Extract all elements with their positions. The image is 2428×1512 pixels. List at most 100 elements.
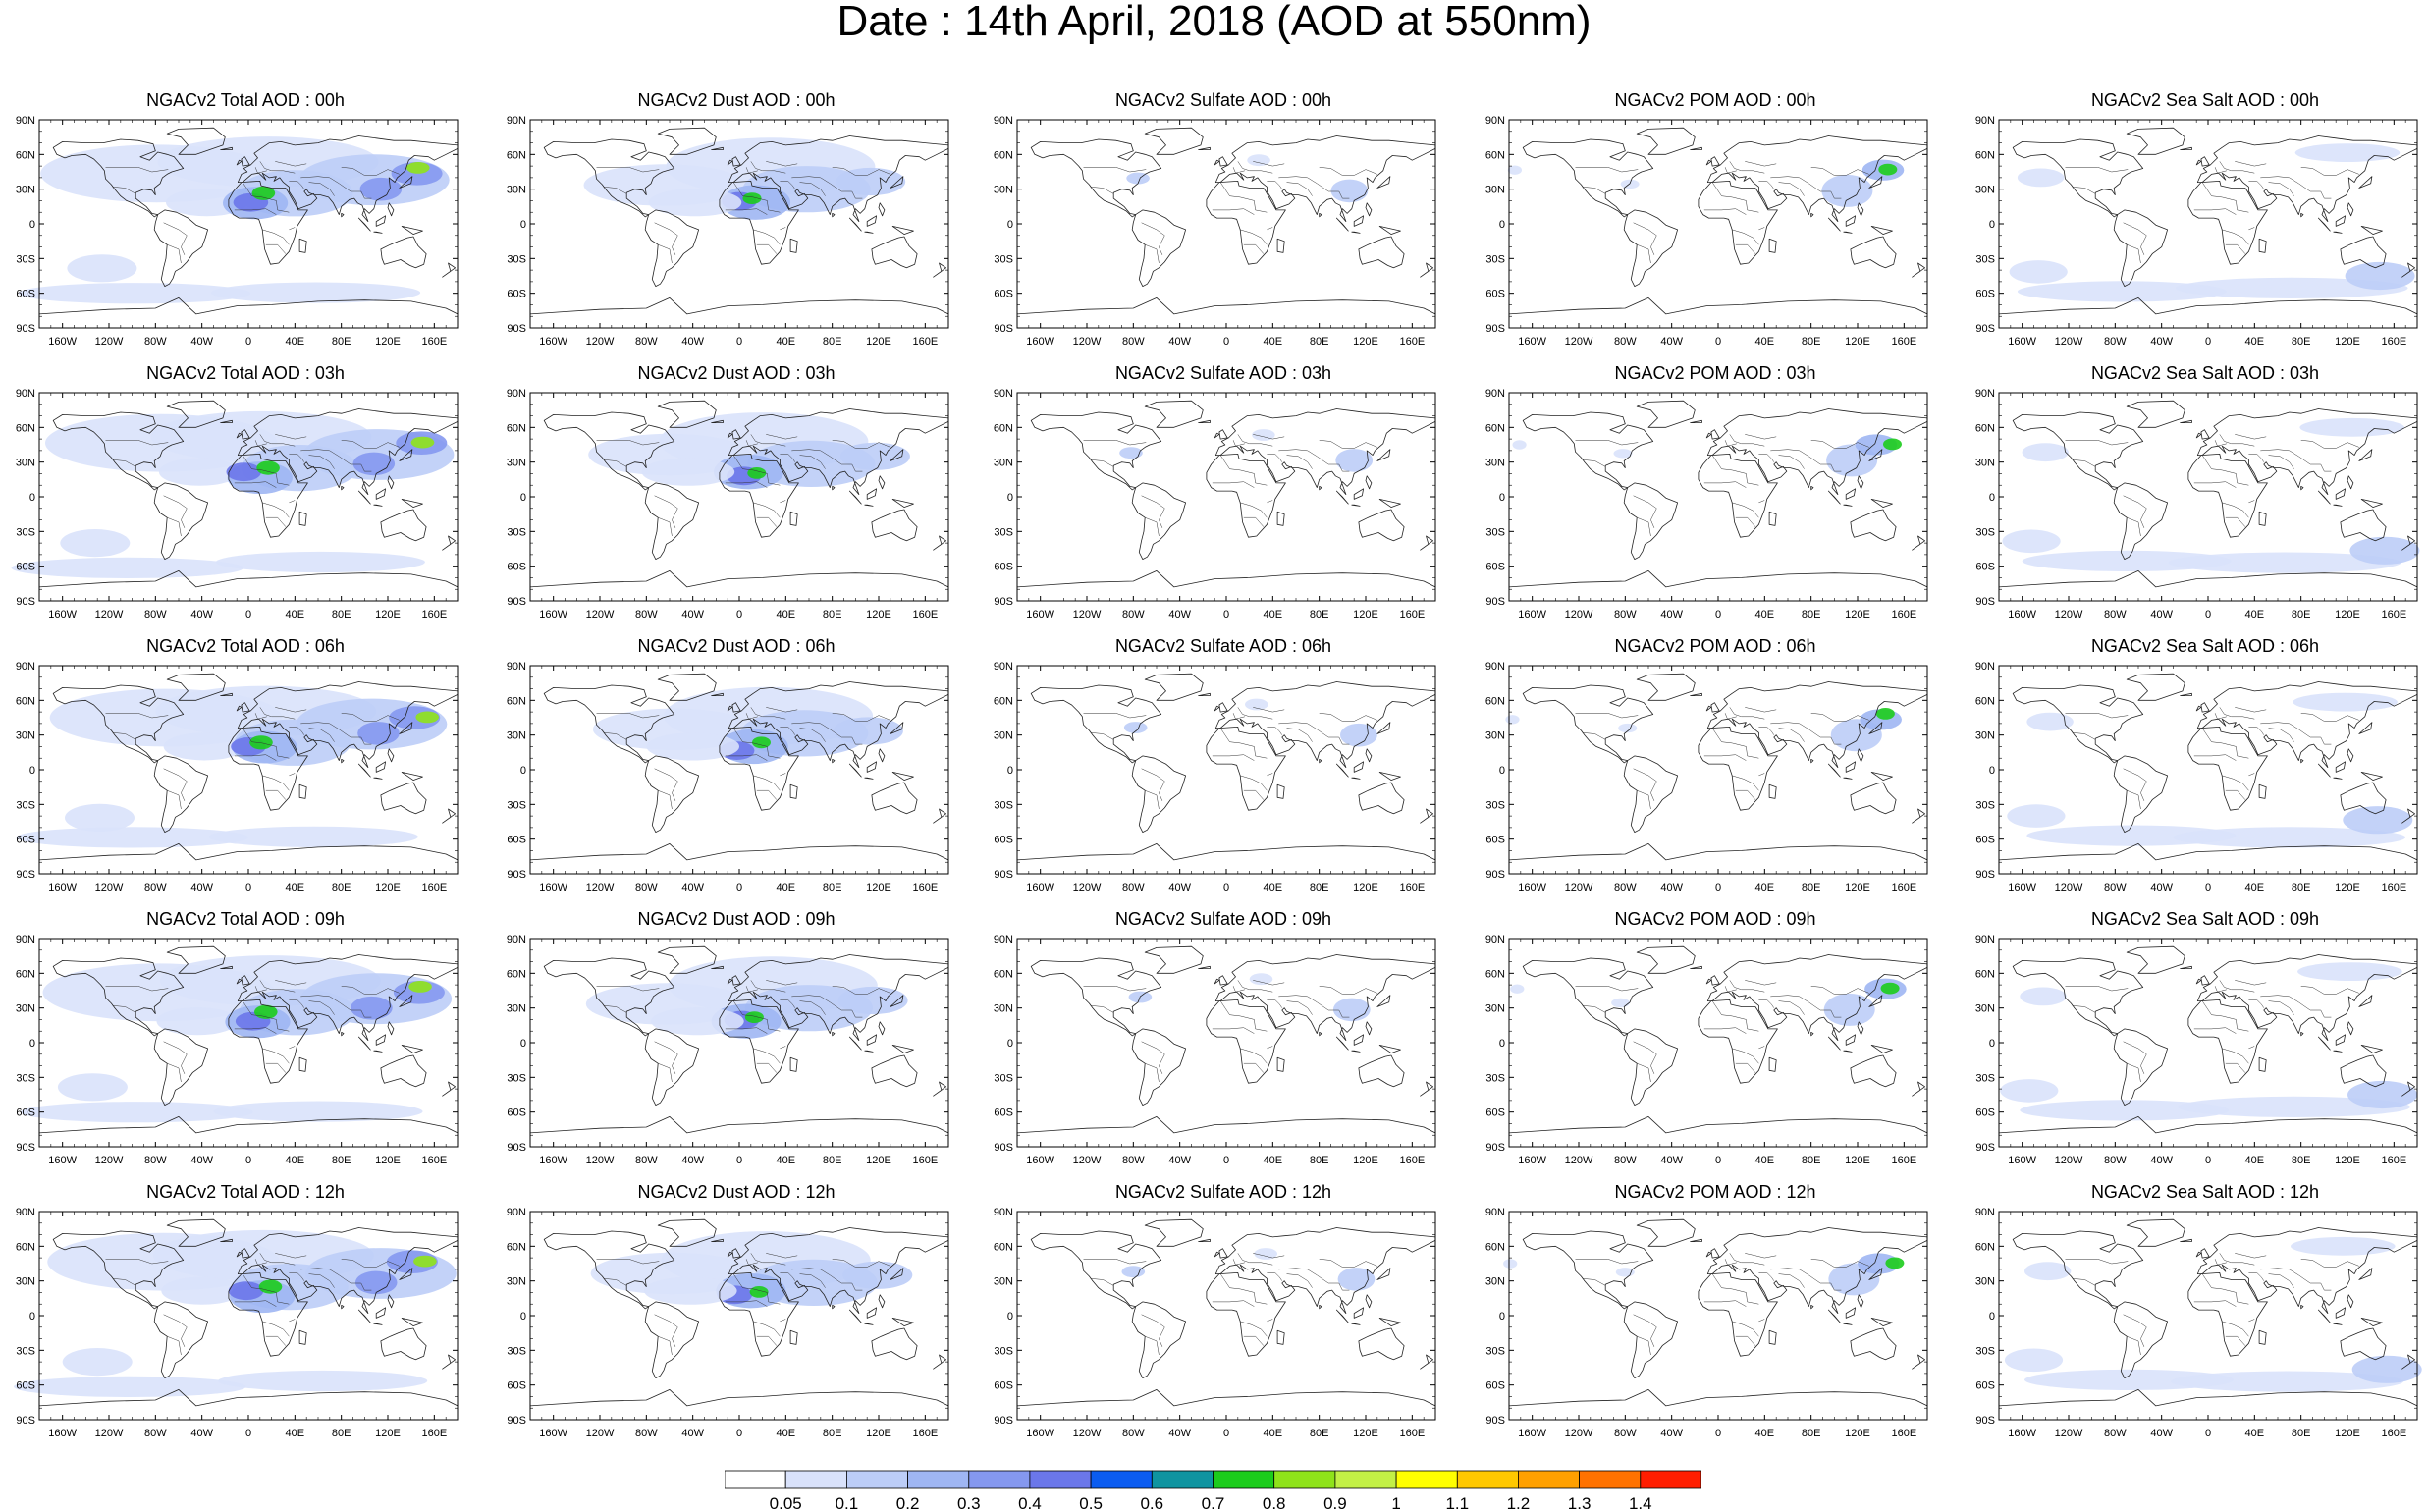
lat-tick-label: 30S (1485, 526, 1505, 538)
lon-tick-label: 40W (2150, 609, 2173, 621)
panel-title: NGACv2 Sulfate AOD : 06h (1114, 636, 1332, 656)
lon-tick-label: 80E (1310, 336, 1329, 348)
lat-tick-label: 60S (507, 289, 526, 300)
world-map: 90N 60N 30N 0 30S 60S 90S 160W 120W 80W 40W 0 40E 80E… (1975, 115, 2418, 348)
lon-tick-label: 40E (286, 609, 305, 621)
lat-tick-label: 60S (1485, 835, 1505, 846)
lon-tick-label: 160E (912, 1155, 938, 1166)
panel-title: NGACv2 POM AOD : 00h (1614, 90, 1816, 110)
colorbar-label: 0.5 (1079, 1494, 1103, 1512)
lat-tick-label: 60N (994, 149, 1013, 161)
colorbar-label: 0.7 (1202, 1494, 1225, 1512)
lat-tick-label: 30N (16, 185, 35, 196)
world-map: 90N 60N 30N 0 30S 60S 90S 160W 120W 80W 40W 0 40E 80E… (16, 661, 459, 893)
lat-tick-label: 0 (1989, 1311, 1995, 1323)
lon-tick-label: 160W (539, 1155, 567, 1166)
lat-tick-label: 30N (507, 730, 526, 742)
lon-tick-label: 0 (1715, 1155, 1721, 1166)
lon-tick-label: 160E (2381, 336, 2406, 348)
world-map: 90N 60N 30N 0 30S 60S 90S 160W 120W 80W 40W 0 40E 80E… (1975, 388, 2420, 621)
lon-tick-label: 40W (2150, 1428, 2173, 1439)
panel-title: NGACv2 Total AOD : 12h (146, 1182, 345, 1202)
lat-tick-label: 90N (994, 388, 1013, 400)
lat-tick-label: 90N (1485, 1207, 1505, 1218)
lon-tick-label: 40W (2150, 882, 2173, 893)
world-map: 90N 60N 30N 0 30S 60S 90S 160W 120W 80W 40W 0 40E 80E… (1485, 661, 1928, 893)
lat-tick-label: 30S (1485, 253, 1505, 265)
colorbar-swatch (1579, 1470, 1642, 1489)
lat-tick-label: 30S (507, 253, 526, 265)
lat-tick-label: 60N (16, 422, 35, 434)
lon-tick-label: 120W (1565, 336, 1593, 348)
lat-tick-label: 60N (994, 695, 1013, 707)
lon-tick-label: 40E (2245, 1155, 2265, 1166)
panel-title: NGACv2 Dust AOD : 06h (637, 636, 836, 656)
lon-tick-label: 120E (2335, 1155, 2360, 1166)
colorbar-swatch (1334, 1470, 1397, 1489)
lat-tick-label: 60N (1485, 149, 1505, 161)
colorbar-label: 0.8 (1263, 1494, 1286, 1512)
colorbar-label: 0.3 (957, 1494, 981, 1512)
lat-tick-label: 0 (520, 1311, 526, 1323)
lat-tick-label: 30N (16, 730, 35, 742)
lon-tick-label: 160W (1026, 336, 1054, 348)
lon-tick-label: 40W (681, 1428, 704, 1439)
lon-tick-label: 160W (48, 1428, 77, 1439)
lon-tick-label: 40E (2245, 609, 2265, 621)
lon-tick-label: 120W (95, 1428, 124, 1439)
lon-tick-label: 120W (1565, 882, 1593, 893)
lon-tick-label: 160E (912, 1428, 938, 1439)
lon-tick-label: 120W (95, 609, 124, 621)
lat-tick-label: 60S (994, 562, 1013, 573)
lon-tick-label: 80W (2104, 1428, 2127, 1439)
lon-tick-label: 160E (2381, 882, 2406, 893)
lon-tick-label: 40E (777, 882, 796, 893)
lon-tick-label: 40E (1264, 1428, 1283, 1439)
lon-tick-label: 40W (1168, 336, 1191, 348)
aod-field (2000, 962, 2417, 1121)
lon-tick-label: 40E (2245, 1428, 2265, 1439)
colorbar-swatch (1273, 1470, 1336, 1489)
aod-field (16, 685, 448, 848)
world-map: 90N 60N 30N 0 30S 60S 90S 160W 120W 80W 40W 0 40E 80E… (994, 661, 1436, 893)
lat-tick-label: 30N (16, 1003, 35, 1015)
colorbar-swatch (784, 1470, 847, 1489)
lat-tick-label: 0 (1007, 1311, 1013, 1323)
lon-tick-label: 160W (539, 1428, 567, 1439)
lat-tick-label: 30S (994, 1072, 1013, 1084)
lon-tick-label: 40E (1264, 336, 1283, 348)
lat-tick-label: 0 (1499, 1311, 1505, 1323)
lat-tick-label: 60N (1975, 695, 1995, 707)
lon-tick-label: 40W (1660, 1428, 1683, 1439)
lon-tick-label: 40E (777, 336, 796, 348)
lon-tick-label: 40W (681, 336, 704, 348)
colorbar: 0.05 0.1 0.2 0.3 0.4 0.5 0.6 0.7 0.8 0.9 1 1.1 1.2 1.… (725, 1470, 1701, 1512)
lat-tick-label: 90S (16, 1142, 35, 1154)
lon-tick-label: 120W (95, 336, 124, 348)
lat-tick-label: 90S (1975, 1415, 1995, 1427)
lat-tick-label: 0 (1989, 765, 1995, 777)
lat-tick-label: 60N (16, 968, 35, 980)
lon-tick-label: 80E (823, 882, 842, 893)
lat-tick-label: 90N (994, 115, 1013, 127)
world-map: 90N 60N 30N 0 30S 60S 90S 160W 120W 80W 40W 0 40E 80E… (16, 115, 459, 348)
map-panel: NGACv2 Sea Salt AOD : 00h 90N 60N 30N 0 30S 60… (1960, 90, 2428, 355)
lon-tick-label: 40E (1755, 882, 1775, 893)
colorbar-label: 0.6 (1140, 1494, 1163, 1512)
lon-tick-label: 40E (2245, 882, 2265, 893)
aod-field (11, 410, 455, 578)
lon-tick-label: 160W (48, 882, 77, 893)
lon-tick-label: 120W (1073, 1155, 1102, 1166)
lat-tick-label: 30S (16, 1072, 35, 1084)
lat-tick-label: 60S (16, 1107, 35, 1119)
lat-tick-label: 30S (16, 253, 35, 265)
colorbar-swatch (968, 1470, 1031, 1489)
lat-tick-label: 30S (507, 799, 526, 811)
lon-tick-label: 80E (332, 336, 351, 348)
lat-tick-label: 90N (1975, 934, 1995, 945)
lon-tick-label: 80W (144, 609, 167, 621)
lon-tick-label: 40W (190, 1155, 213, 1166)
colorbar-label: 0.2 (896, 1494, 920, 1512)
lon-tick-label: 160E (1891, 336, 1916, 348)
map-panel: NGACv2 POM AOD : 12h 90N 60N 30N 0 30S 60S 90S 1… (1470, 1182, 1961, 1447)
